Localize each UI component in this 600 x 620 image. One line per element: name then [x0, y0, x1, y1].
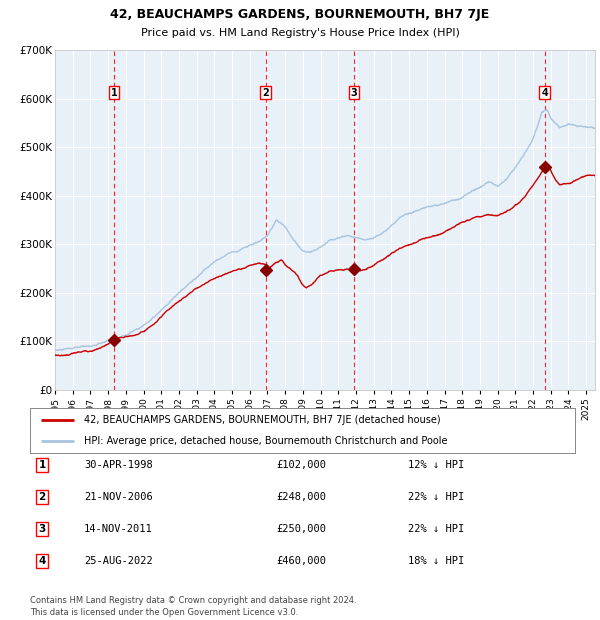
Text: 21-NOV-2006: 21-NOV-2006 — [84, 492, 153, 502]
Text: 12% ↓ HPI: 12% ↓ HPI — [408, 460, 464, 470]
Text: 2: 2 — [262, 87, 269, 97]
Text: 22% ↓ HPI: 22% ↓ HPI — [408, 492, 464, 502]
Text: £102,000: £102,000 — [276, 460, 326, 470]
Text: 2: 2 — [38, 492, 46, 502]
Text: 1: 1 — [38, 460, 46, 470]
Text: 3: 3 — [38, 524, 46, 534]
Text: Price paid vs. HM Land Registry's House Price Index (HPI): Price paid vs. HM Land Registry's House … — [140, 28, 460, 38]
Text: £248,000: £248,000 — [276, 492, 326, 502]
Text: HPI: Average price, detached house, Bournemouth Christchurch and Poole: HPI: Average price, detached house, Bour… — [85, 436, 448, 446]
Text: 4: 4 — [541, 87, 548, 97]
Text: 18% ↓ HPI: 18% ↓ HPI — [408, 556, 464, 566]
Text: £250,000: £250,000 — [276, 524, 326, 534]
Text: Contains HM Land Registry data © Crown copyright and database right 2024.: Contains HM Land Registry data © Crown c… — [30, 596, 356, 605]
Text: 30-APR-1998: 30-APR-1998 — [84, 460, 153, 470]
Text: 42, BEAUCHAMPS GARDENS, BOURNEMOUTH, BH7 7JE: 42, BEAUCHAMPS GARDENS, BOURNEMOUTH, BH7… — [110, 8, 490, 21]
Text: 25-AUG-2022: 25-AUG-2022 — [84, 556, 153, 566]
Text: 22% ↓ HPI: 22% ↓ HPI — [408, 524, 464, 534]
Text: £460,000: £460,000 — [276, 556, 326, 566]
Text: 3: 3 — [350, 87, 357, 97]
Text: 4: 4 — [38, 556, 46, 566]
Text: 1: 1 — [110, 87, 118, 97]
Text: This data is licensed under the Open Government Licence v3.0.: This data is licensed under the Open Gov… — [30, 608, 298, 617]
Text: 14-NOV-2011: 14-NOV-2011 — [84, 524, 153, 534]
Text: 42, BEAUCHAMPS GARDENS, BOURNEMOUTH, BH7 7JE (detached house): 42, BEAUCHAMPS GARDENS, BOURNEMOUTH, BH7… — [85, 415, 441, 425]
